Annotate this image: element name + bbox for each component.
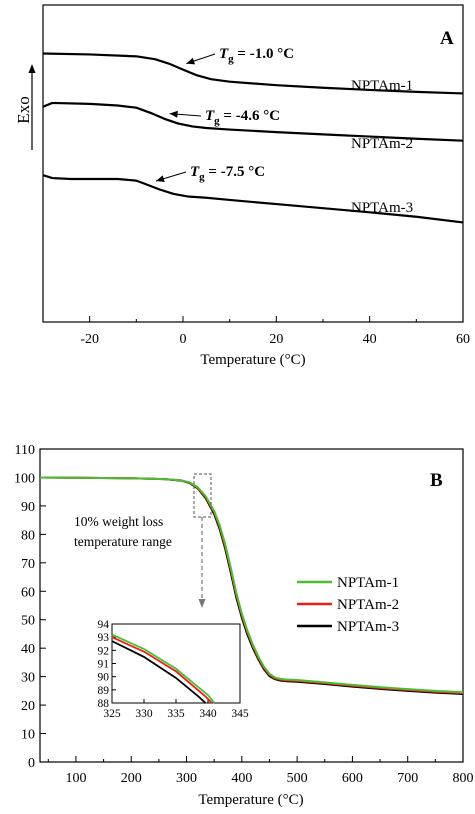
dsc-series-line (42, 174, 464, 224)
dsc-chart: -20 0 20 40 60 Exo Temperature (°C) A NPTAm-… (14, 4, 470, 368)
tga-y-tick-label: 0 (28, 756, 35, 771)
inset-y-tick-label: 93 (98, 632, 110, 644)
tga-legend-label: NPTAm-1 (337, 575, 399, 591)
dsc-y-axis-label: Exo (14, 64, 36, 150)
tga-legend-label: NPTAm-2 (337, 597, 399, 613)
dsc-series-label: NPTAm-3 (351, 200, 413, 216)
tga-x-tick-label: 400 (231, 771, 252, 786)
tga-x-tick-label: 500 (287, 771, 308, 786)
weight-loss-annotation: 10% weight loss temperature range (74, 473, 212, 608)
inset-x-tick-label: 340 (199, 708, 217, 720)
inset-series-line (111, 636, 213, 704)
inset-frame (111, 623, 241, 704)
tga-xlabel: Temperature (°C) (198, 792, 303, 808)
tga-y-tick-label: 110 (15, 443, 35, 458)
tg-arrowhead (169, 110, 178, 118)
tga-legend: NPTAm-1 NPTAm-2 NPTAm-3 (297, 575, 399, 635)
dsc-series-line (42, 101, 464, 142)
tga-series-line (39, 476, 464, 694)
dsc-ylabel: Exo (14, 96, 33, 123)
tga-x-tick-label: 800 (453, 771, 474, 786)
tga-x-tick-label: 300 (176, 771, 197, 786)
inset-series-line (111, 633, 216, 704)
tga-x-tick-label: 100 (65, 771, 86, 786)
inset-y-tick-label: 94 (98, 619, 110, 631)
tga-y-tick-label: 70 (21, 557, 35, 572)
tga-series-group (39, 476, 464, 695)
dsc-x-tick-label: 40 (363, 332, 377, 347)
tga-plot-frame (39, 448, 464, 763)
tga-chart: 0 10 20 30 40 50 60 70 80 90 100 110 100 200 300 400 50… (14, 443, 474, 808)
inset-series-group (111, 633, 216, 704)
tga-x-tick-label: 700 (397, 771, 418, 786)
tga-y-tick-label: 10 (21, 728, 35, 743)
tga-y-tick-label: 80 (21, 528, 35, 543)
tga-y-tick-label: 30 (21, 671, 35, 686)
dsc-x-tick-label: 0 (180, 332, 187, 347)
inset-y-tick-label: 92 (98, 645, 110, 657)
inset-series-line (111, 640, 207, 704)
tga-y-tick-label: 100 (14, 471, 35, 486)
inset-y-tick-label: 90 (98, 672, 110, 684)
weight-loss-note-line1: 10% weight loss (74, 514, 163, 529)
dsc-x-tick-label: 20 (269, 332, 283, 347)
dsc-xlabel: Temperature (°C) (200, 352, 305, 368)
tg-label: Tg = -4.6 °C (205, 108, 280, 127)
inset-y-tick-label: 91 (98, 659, 110, 671)
inset-y-tick-label: 88 (98, 698, 110, 710)
dsc-series-group (42, 52, 464, 224)
inset-x-tick-label: 335 (167, 708, 185, 720)
tg-arrowhead (186, 57, 196, 65)
inset-x-ticks: 325 330 335 340 345 (103, 699, 249, 720)
inset-x-tick-label: 345 (231, 708, 249, 720)
tga-x-tick-label: 600 (342, 771, 363, 786)
tga-x-ticks: 100 200 300 400 500 600 700 800 (47, 756, 474, 786)
tga-y-tick-label: 90 (21, 500, 35, 515)
dsc-series-labels: NPTAm-1 NPTAm-2 NPTAm-3 (351, 78, 413, 216)
tga-y-tick-label: 40 (21, 642, 35, 657)
inset-x-tick-label: 330 (135, 708, 153, 720)
dsc-x-ticks: -20 0 20 40 60 (42, 316, 470, 347)
inset-x-tick-label: 325 (103, 708, 121, 720)
dsc-x-tick-label: 60 (456, 332, 470, 347)
tga-y-tick-label: 60 (21, 585, 35, 600)
dsc-x-tick-label: -20 (80, 332, 99, 347)
tg-arrowhead (156, 175, 165, 183)
tg-label: Tg = -1.0 °C (219, 46, 294, 65)
tga-y-ticks: 0 10 20 30 40 50 60 70 80 90 100 110 (14, 443, 46, 771)
tga-legend-label: NPTAm-3 (337, 619, 399, 635)
tg-annotations: Tg = -1.0 °C Tg = -4.6 °C Tg = -7.5 °C (155, 46, 294, 183)
dsc-plot-frame (42, 4, 464, 323)
dsc-series-line (42, 52, 464, 95)
tga-panel-label: B (430, 470, 443, 491)
dsc-panel-label: A (440, 28, 454, 49)
tg-label: Tg = -7.5 °C (190, 164, 265, 183)
tga-x-tick-label: 200 (121, 771, 142, 786)
tga-y-tick-label: 20 (21, 699, 35, 714)
weight-loss-note-line2: temperature range (74, 534, 172, 549)
tga-y-tick-label: 50 (21, 614, 35, 629)
inset-y-tick-label: 89 (98, 685, 110, 697)
dsc-series-label: NPTAm-2 (351, 136, 413, 152)
weight-loss-arrowhead (198, 599, 206, 608)
dsc-series-label: NPTAm-1 (351, 78, 413, 94)
